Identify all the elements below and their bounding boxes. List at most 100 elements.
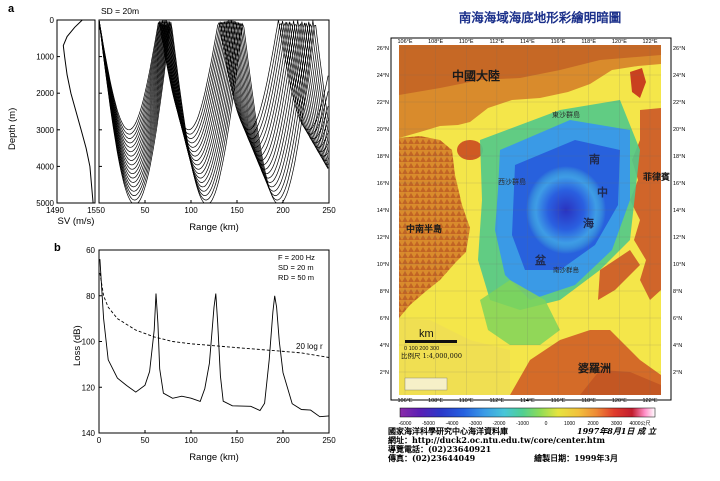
colorbar-tick-label: -4000: [446, 421, 459, 427]
colorbar-tick-label: -5000: [422, 421, 435, 427]
lat-tick-label: 18°N: [377, 154, 389, 160]
lon-tick-label: 110°E: [459, 398, 474, 404]
indochina-landmass: [399, 136, 470, 318]
range-axis-label-a: Range (km): [189, 222, 239, 233]
lon-tick-label: 118°E: [581, 398, 596, 404]
loss-tick-label: 60: [86, 246, 95, 255]
footer-institution: 國家海洋科學研究中心海洋資料庫: [388, 426, 508, 436]
range-tick-label: 100: [184, 206, 198, 215]
ray-path: [98, 19, 329, 161]
latitude-ticks-left: 26°N 24°N 22°N 20°N 18°N 16°N 14°N 12°N 10°N 8°N 6…: [377, 46, 389, 376]
hainan-landmass: [457, 140, 483, 160]
range-tick-label: 0: [97, 436, 102, 445]
label-nan: 南: [589, 152, 600, 166]
colorbar-tick-label: 4000公尺: [629, 421, 650, 427]
lat-tick-label: 2°N: [380, 370, 389, 376]
lat-tick-label: 2°N: [673, 370, 682, 376]
lat-tick-label: 20°N: [377, 127, 389, 133]
footer-drawn-date: 繪製日期：1999年3月: [534, 453, 618, 463]
ray-path: [98, 19, 329, 148]
loss-axis-label: Loss (dB): [72, 325, 83, 366]
ray-fan: [98, 19, 329, 204]
ray-path: [98, 19, 329, 183]
label-china: 中國大陸: [452, 68, 500, 83]
lat-tick-label: 10°N: [377, 262, 389, 268]
ray-path: [98, 19, 329, 157]
scale-bar: [405, 340, 457, 343]
scale-ticks: 0 100 200 300: [404, 346, 439, 352]
range-axis-ticks-b: 0 50 100 150 200 250: [97, 430, 336, 445]
lon-tick-label: 122°E: [642, 398, 657, 404]
colorbar-tick-label: 2000: [587, 421, 598, 427]
footer-fax: 傳真：(02)23644049: [388, 453, 476, 463]
footer-website: 網址：http://duck2.oc.ntu.edu.tw/core/cente…: [388, 435, 605, 445]
lat-tick-label: 26°N: [377, 46, 389, 52]
loss-tick-label: 120: [82, 383, 96, 392]
lon-tick-label: 114°E: [520, 39, 535, 45]
loss-tick-label: 100: [82, 338, 96, 347]
colorbar-tick-label: -1000: [516, 421, 529, 427]
range-axis-label-b: Range (km): [189, 452, 239, 463]
sv-tick-label: 1490: [46, 206, 64, 215]
bathymetry-map: 南海海域海底地形彩繪明暗圖: [377, 10, 686, 427]
range-tick-label: 50: [141, 206, 150, 215]
ray-path: [98, 19, 329, 139]
map-body: 中國大陸 東沙群島 西沙群島 南 中 海 盆 中南半島 菲律賓 南沙群島 婆羅洲…: [399, 45, 670, 395]
map-graticule: [399, 45, 661, 395]
lat-tick-label: 6°N: [380, 316, 389, 322]
lat-tick-label: 14°N: [673, 208, 685, 214]
range-tick-label: 200: [276, 436, 290, 445]
lon-tick-label: 108°E: [428, 398, 443, 404]
depth-tick-label: 3000: [36, 126, 54, 135]
lat-tick-label: 22°N: [673, 100, 685, 106]
label-nansha: 南沙群島: [553, 265, 580, 274]
lat-tick-label: 8°N: [673, 289, 682, 295]
footer-founded: 1997年8月1日 成 立: [577, 426, 656, 436]
ray-path: [98, 19, 329, 197]
spreading-curve-label: 20 log r: [296, 342, 323, 351]
panel-a-label: a: [8, 3, 15, 15]
colorbar-tick-label: 3000: [611, 421, 622, 427]
lat-tick-label: 20°N: [673, 127, 685, 133]
range-tick-label: 200: [276, 206, 290, 215]
ray-path: [98, 19, 329, 188]
ray-path: [98, 19, 329, 153]
depth-tick-label: 5000: [36, 199, 54, 208]
lat-tick-label: 10°N: [673, 262, 685, 268]
panel-a: a 0 1000 2000 3000 4000 5000 1490 1550 50 100 150…: [7, 3, 336, 233]
lon-tick-label: 116°E: [551, 398, 566, 404]
lat-tick-label: 14°N: [377, 208, 389, 214]
lat-tick-label: 4°N: [380, 343, 389, 349]
lat-tick-label: 16°N: [377, 181, 389, 187]
sv-axis-label: SV (m/s): [58, 216, 95, 227]
nansha-shelf: [480, 280, 560, 345]
transmission-loss-line: [99, 259, 330, 418]
label-borneo: 婆羅洲: [578, 361, 611, 375]
colorbar-tick-label: -6000: [399, 421, 412, 427]
lat-tick-label: 18°N: [673, 154, 685, 160]
depth-axis-ticks: 0 1000 2000 3000 4000 5000: [36, 16, 102, 208]
lat-tick-label: 12°N: [673, 235, 685, 241]
param-source-depth: SD = 20 m: [278, 263, 314, 272]
taiwan-landmass: [630, 68, 646, 98]
agency-logo: [404, 377, 448, 391]
depth-colorbar: [399, 407, 656, 418]
source-depth-note: SD = 20m: [101, 6, 139, 16]
range-axis-ticks: 1490 1550 50 100 150 200 250: [46, 200, 336, 215]
lat-tick-label: 4°N: [673, 343, 682, 349]
latitude-ticks-right: 26°N 24°N 22°N 20°N 18°N 16°N 14°N 12°N 10°N 8°N 6…: [673, 46, 685, 376]
lon-tick-label: 106°E: [397, 39, 412, 45]
lon-tick-label: 120°E: [612, 39, 627, 45]
depth-axis-label: Depth (m): [7, 108, 18, 150]
param-frequency: F = 200 Hz: [278, 253, 315, 262]
label-hai: 海: [583, 216, 594, 230]
ray-path: [98, 19, 329, 179]
lon-tick-label: 116°E: [551, 39, 566, 45]
label-philippines: 菲律賓: [643, 171, 670, 183]
lon-tick-label: 106°E: [397, 398, 412, 404]
panel-b: b 60 80 100 120 140 0 50 100 150 200 250 F = 200 …: [54, 242, 336, 463]
label-dongsha: 東沙群島: [552, 110, 580, 119]
range-tick-label: 150: [230, 206, 244, 215]
sv-plot-frame: [56, 19, 96, 204]
lon-tick-label: 114°E: [520, 398, 535, 404]
